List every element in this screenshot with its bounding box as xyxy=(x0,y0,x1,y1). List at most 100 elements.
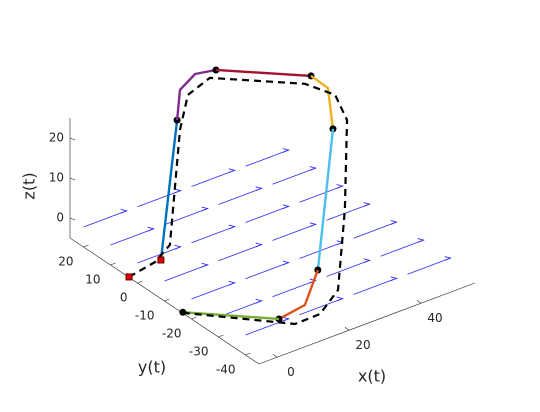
arrow-part xyxy=(255,186,263,192)
arrow-part xyxy=(120,208,128,214)
vector-arrow xyxy=(245,148,290,167)
z-tick xyxy=(69,177,76,181)
trajectory-segment xyxy=(159,120,179,261)
vector-arrow xyxy=(299,184,344,203)
x-tick xyxy=(416,300,422,304)
vector-arrow xyxy=(191,168,236,187)
arrow-part xyxy=(83,210,127,228)
y-tick xyxy=(110,262,116,266)
arrow-part xyxy=(245,262,289,280)
vector-arrow xyxy=(245,316,290,336)
y-tick-label: -40 xyxy=(216,363,236,377)
x-tick xyxy=(272,354,278,358)
start-marker xyxy=(157,256,165,264)
arrow-part xyxy=(336,184,344,189)
z-tick xyxy=(69,137,76,141)
vector-arrow xyxy=(353,220,398,239)
vector-arrow xyxy=(407,256,452,275)
z-axis-label: z(t) xyxy=(20,172,39,199)
junction-marker xyxy=(179,308,187,316)
arrow-part xyxy=(228,224,236,230)
arrow-part xyxy=(326,203,370,221)
arrow-part xyxy=(309,166,317,171)
arrow-part xyxy=(272,280,316,298)
trajectory-segment xyxy=(278,269,319,321)
arrow-part xyxy=(255,298,263,304)
arrow-part xyxy=(245,318,289,336)
arrow-part xyxy=(282,148,290,153)
arrow-part xyxy=(380,239,424,257)
arrow-part xyxy=(147,226,155,232)
x-tick-label: 40 xyxy=(427,311,442,325)
arrow-part xyxy=(282,260,290,266)
x-tick-label: 0 xyxy=(287,365,295,379)
arrow-part xyxy=(191,282,235,300)
z-tick xyxy=(69,217,76,221)
arrow-part xyxy=(407,257,451,275)
arrow-part xyxy=(245,205,289,223)
x-axis xyxy=(258,282,476,365)
arrow-part xyxy=(282,316,290,322)
arrow-part xyxy=(363,202,371,207)
y-tick xyxy=(191,316,197,320)
vector-arrow xyxy=(326,202,371,221)
arrow-part xyxy=(110,228,154,246)
trajectory-segment xyxy=(310,74,335,130)
y-tick-label: -10 xyxy=(135,309,155,323)
arrow-part xyxy=(174,188,182,194)
arrow-part xyxy=(218,187,262,205)
arrow-part xyxy=(164,264,208,282)
arrow-part xyxy=(191,226,235,244)
y-tick-label: 0 xyxy=(120,291,128,305)
trajectory-segment xyxy=(175,68,217,121)
arrow-part xyxy=(201,206,209,212)
dashed-trajectory xyxy=(128,76,349,326)
vector-arrow xyxy=(380,238,425,257)
arrow-part xyxy=(228,168,236,174)
y-axis-label: y(t) xyxy=(138,358,166,377)
arrow-part xyxy=(282,204,290,210)
vector-arrow xyxy=(353,276,398,295)
arrow-part xyxy=(417,238,425,243)
arrow-part xyxy=(353,221,397,239)
arrow-part xyxy=(272,167,316,185)
x-tick-label: 20 xyxy=(355,338,370,352)
arrow-part xyxy=(137,190,181,208)
y-tick xyxy=(137,280,143,284)
arrow-part xyxy=(444,256,452,261)
y-tick xyxy=(164,298,170,302)
vector-arrow xyxy=(272,166,317,185)
trajectory-segment xyxy=(215,68,312,78)
arrow-part xyxy=(255,242,263,248)
vector-arrow xyxy=(137,244,182,264)
y-tick xyxy=(83,244,89,248)
vector-arrow xyxy=(245,260,290,280)
vector-arrow xyxy=(110,226,155,246)
vector-arrow xyxy=(272,222,317,241)
vector-arrow xyxy=(326,258,371,277)
arrow-part xyxy=(218,244,262,262)
arrow-part xyxy=(272,223,316,241)
y-tick xyxy=(218,334,224,338)
arrow-part xyxy=(245,149,289,167)
trajectory-segment xyxy=(316,128,335,271)
vector-arrow xyxy=(191,224,236,244)
vector-arrow xyxy=(191,280,236,300)
arrow-part xyxy=(137,246,181,264)
vector-arrow xyxy=(137,188,182,208)
z-tick-label: 0 xyxy=(56,211,64,225)
arrow-part xyxy=(191,169,235,187)
vector-arrow xyxy=(245,204,290,223)
y-tick-label: -20 xyxy=(162,327,182,341)
arrow-part xyxy=(336,296,344,302)
arrow-part xyxy=(390,276,398,282)
start-marker xyxy=(125,273,133,281)
arrow-part xyxy=(326,259,370,277)
arrow-part xyxy=(353,277,397,295)
vector-arrow xyxy=(299,296,344,316)
x-tick xyxy=(344,327,350,331)
x-axis-label: x(t) xyxy=(358,367,386,386)
vector-arrow xyxy=(218,242,263,262)
vector-arrow xyxy=(218,186,263,205)
